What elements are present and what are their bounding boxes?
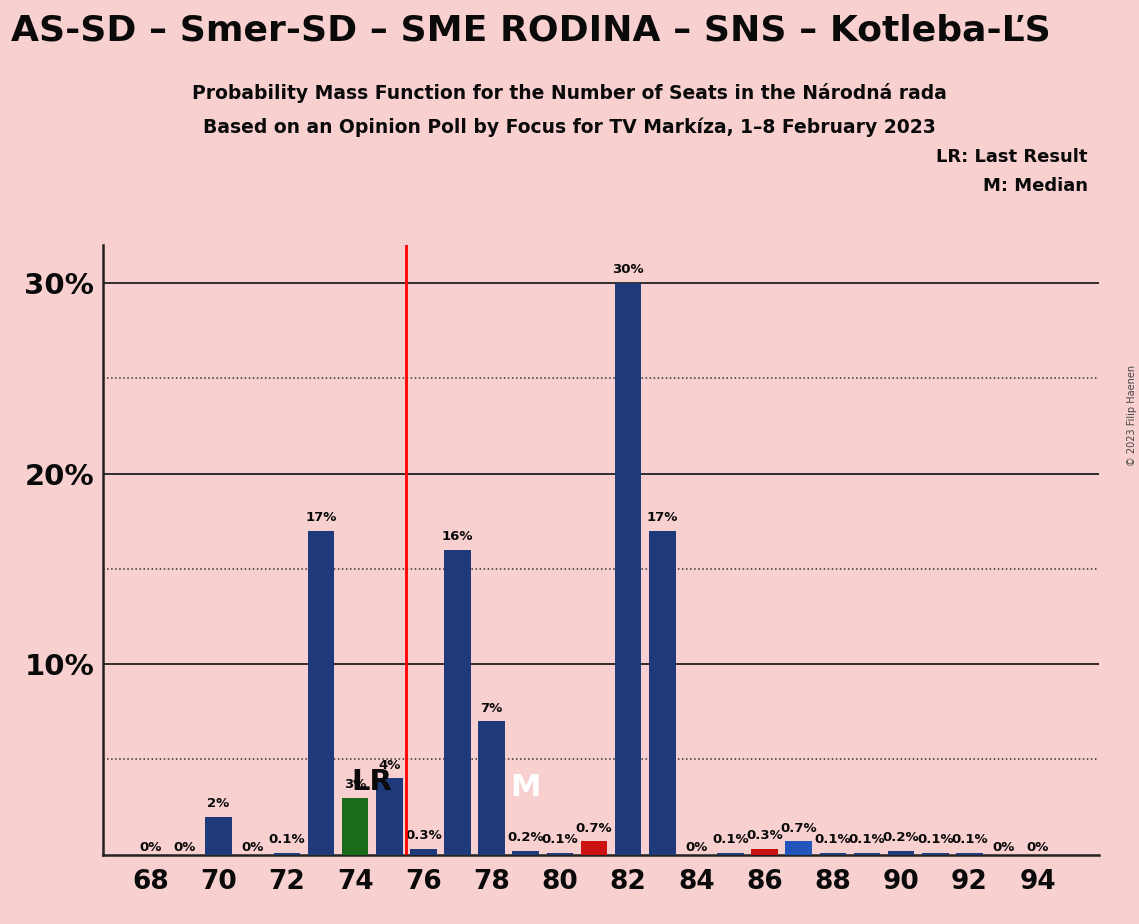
- Text: 7%: 7%: [481, 701, 502, 714]
- Text: 0%: 0%: [173, 841, 196, 854]
- Bar: [615, 283, 641, 855]
- Text: M: Median: M: Median: [983, 177, 1088, 195]
- Bar: [342, 797, 368, 855]
- Text: 0.2%: 0.2%: [507, 832, 544, 845]
- Text: 17%: 17%: [647, 511, 678, 524]
- Text: 0.3%: 0.3%: [405, 830, 442, 843]
- Bar: [581, 842, 607, 855]
- Text: 0%: 0%: [241, 841, 264, 854]
- Text: AS-SD – Smer-SD – SME RODINA – SNS – Kotleba-ĽS: AS-SD – Smer-SD – SME RODINA – SNS – Kot…: [11, 14, 1051, 48]
- Text: 0.1%: 0.1%: [269, 833, 305, 846]
- Text: 0.1%: 0.1%: [712, 833, 748, 846]
- Text: 0.7%: 0.7%: [575, 821, 613, 834]
- Bar: [444, 550, 470, 855]
- Text: 0%: 0%: [139, 841, 162, 854]
- Bar: [547, 853, 573, 855]
- Bar: [308, 530, 334, 855]
- Text: 0.1%: 0.1%: [814, 833, 851, 846]
- Bar: [956, 853, 983, 855]
- Bar: [854, 853, 880, 855]
- Text: LR: Last Result: LR: Last Result: [936, 148, 1088, 165]
- Text: 30%: 30%: [613, 263, 644, 276]
- Text: 3%: 3%: [344, 778, 367, 791]
- Text: Probability Mass Function for the Number of Seats in the Národná rada: Probability Mass Function for the Number…: [192, 83, 947, 103]
- Text: LR: LR: [352, 768, 393, 796]
- Bar: [649, 530, 675, 855]
- Bar: [513, 851, 539, 855]
- Text: 17%: 17%: [305, 511, 337, 524]
- Bar: [752, 849, 778, 855]
- Text: 0%: 0%: [992, 841, 1015, 854]
- Text: 0.3%: 0.3%: [746, 830, 782, 843]
- Bar: [888, 851, 915, 855]
- Bar: [205, 817, 232, 855]
- Bar: [410, 849, 436, 855]
- Text: 0.2%: 0.2%: [883, 832, 919, 845]
- Text: 4%: 4%: [378, 759, 401, 772]
- Text: 0%: 0%: [1026, 841, 1049, 854]
- Bar: [718, 853, 744, 855]
- Text: 0.1%: 0.1%: [541, 833, 579, 846]
- Bar: [376, 778, 402, 855]
- Text: 0%: 0%: [686, 841, 707, 854]
- Bar: [273, 853, 301, 855]
- Text: 0.1%: 0.1%: [917, 833, 953, 846]
- Text: 0.1%: 0.1%: [951, 833, 988, 846]
- Bar: [921, 853, 949, 855]
- Bar: [786, 842, 812, 855]
- Text: 2%: 2%: [207, 796, 230, 810]
- Text: © 2023 Filip Haenen: © 2023 Filip Haenen: [1126, 365, 1137, 467]
- Bar: [820, 853, 846, 855]
- Bar: [478, 722, 505, 855]
- Text: Based on an Opinion Poll by Focus for TV Markíza, 1–8 February 2023: Based on an Opinion Poll by Focus for TV…: [203, 117, 936, 137]
- Text: 0.7%: 0.7%: [780, 821, 817, 834]
- Text: M: M: [510, 773, 541, 803]
- Text: 0.1%: 0.1%: [849, 833, 885, 846]
- Text: 16%: 16%: [442, 530, 473, 543]
